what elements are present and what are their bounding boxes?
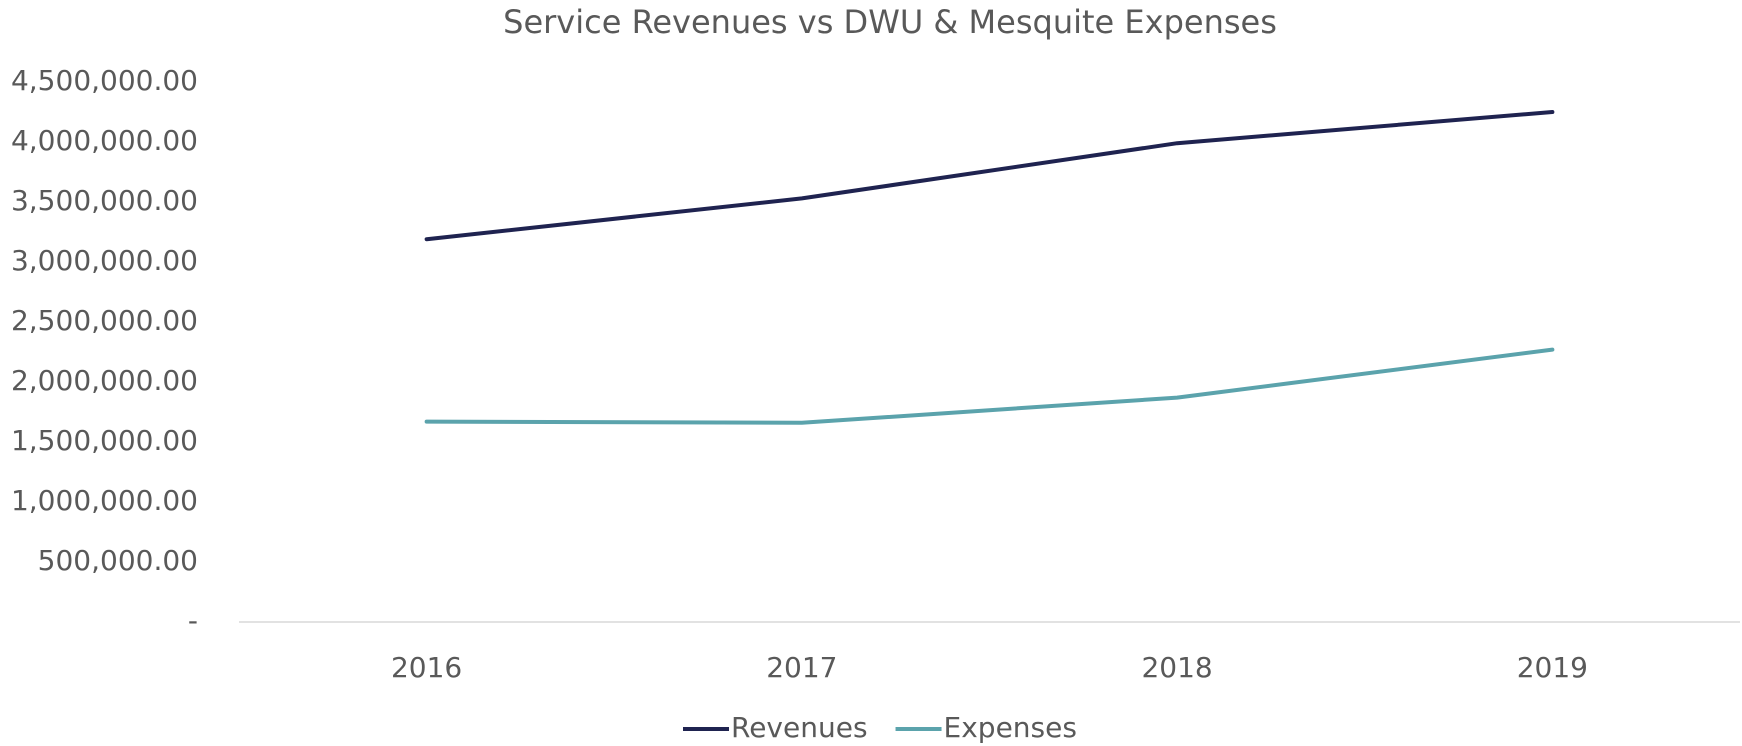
y-tick-label: 1,000,000.00 [11,484,198,517]
legend-label: Expenses [944,711,1077,744]
y-tick-label: 3,500,000.00 [11,184,198,217]
y-tick-label: 2,000,000.00 [11,364,198,397]
x-tick-label: 2019 [1517,651,1588,684]
y-tick-label: 500,000.00 [38,544,198,577]
series-line [424,110,1555,242]
y-tick-label: 3,000,000.00 [11,244,198,277]
y-tick-label: 4,000,000.00 [11,124,198,157]
x-tick-label: 2016 [391,651,462,684]
y-tick-label: 4,500,000.00 [11,64,198,97]
series-line [424,347,1555,425]
y-tick-label: 1,500,000.00 [11,424,198,457]
x-tick-label: 2018 [1141,651,1212,684]
chart-title: Service Revenues vs DWU & Mesquite Expen… [503,3,1277,41]
y-tick-label: 2,500,000.00 [11,304,198,337]
legend-label: Revenues [731,711,868,744]
x-tick-label: 2017 [766,651,837,684]
y-tick-label: - [188,604,198,637]
